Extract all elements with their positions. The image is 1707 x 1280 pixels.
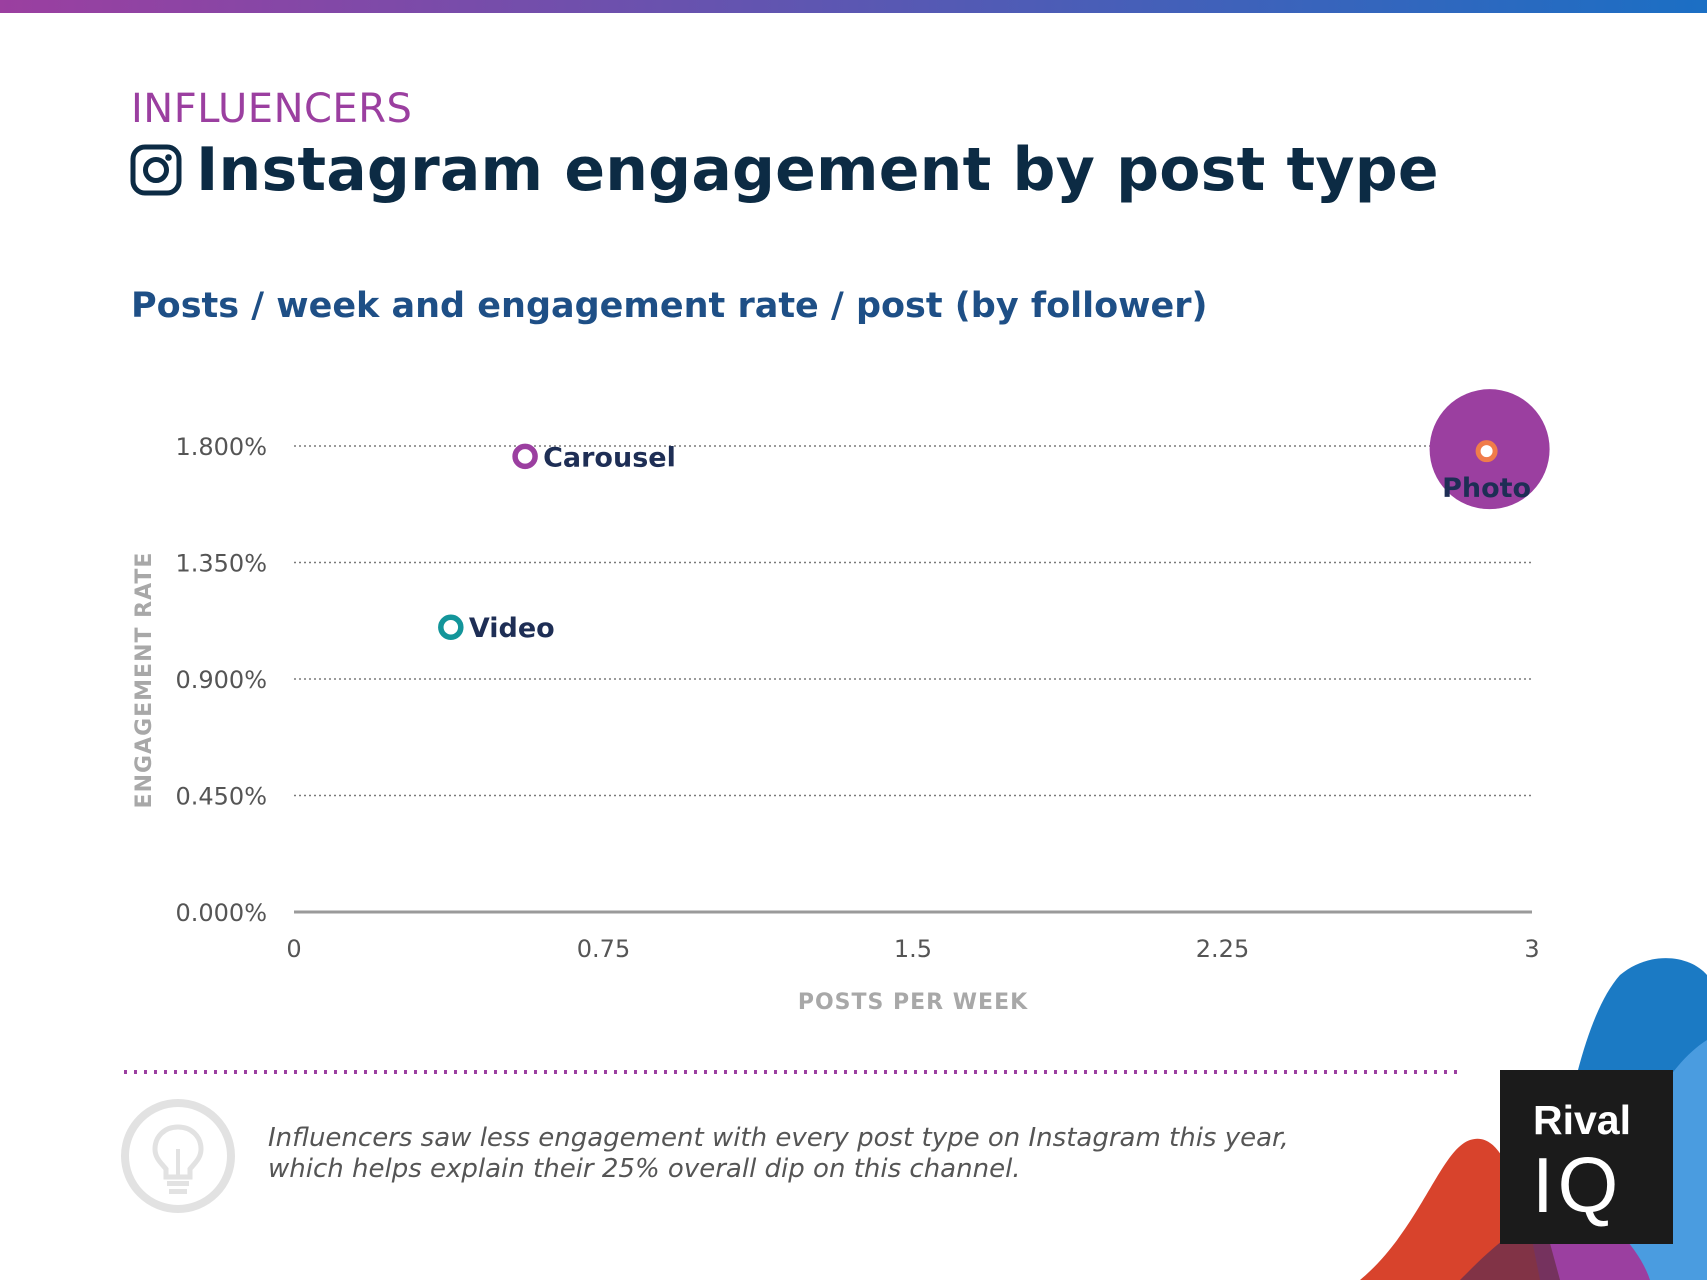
point-label: Carousel <box>543 442 676 473</box>
point-video: Video <box>438 613 555 644</box>
point-label: Photo <box>1442 473 1531 504</box>
y-axis-label: ENGAGEMENT RATE <box>132 552 157 809</box>
point-carousel: Carousel <box>512 442 676 473</box>
title-row: Instagram engagement by post type <box>130 135 1439 205</box>
x-tick-label: 3 <box>1524 935 1539 963</box>
x-axis-label: POSTS PER WEEK <box>798 990 1028 1015</box>
x-tick-label: 0.75 <box>577 935 630 963</box>
y-tick-label: 0.900% <box>175 666 267 694</box>
y-tick-label: 0.000% <box>175 899 267 927</box>
y-tick-label: 1.350% <box>175 550 267 578</box>
point-layer: Carousel Video Photo <box>438 389 1550 644</box>
tick-layer: 0.000% 0.450% 0.900% 1.350% 1.800% 0 0.75 1.5 2.… <box>175 433 1539 963</box>
point-label: Video <box>469 613 555 644</box>
category-label: INFLUENCERS <box>131 86 413 132</box>
y-tick-label: 0.450% <box>175 783 267 811</box>
rival-iq-logo: Rival IQ <box>1500 1070 1673 1244</box>
marker-photo <box>1475 440 1498 463</box>
marker-carousel <box>512 443 538 470</box>
grid-layer <box>294 445 1532 914</box>
chart-subtitle: Posts / week and engagement rate / post … <box>131 286 1208 326</box>
x-tick-label: 1.5 <box>894 935 932 963</box>
top-gradient-bar <box>0 0 1707 13</box>
scatter-chart: 0.000% 0.450% 0.900% 1.350% 1.800% 0 0.75 1.5 2.… <box>132 389 1550 1015</box>
page-title: Instagram engagement by post type <box>196 135 1439 205</box>
logo-word-rival: Rival <box>1533 1097 1631 1143</box>
logo-word-iq: IQ <box>1532 1141 1623 1229</box>
point-photo: Photo <box>1429 389 1550 510</box>
x-tick-label: 0 <box>286 935 301 963</box>
instagram-icon <box>130 144 182 196</box>
marker-video <box>438 614 464 640</box>
insight-text: Influencers saw less engagement with eve… <box>268 1123 1289 1184</box>
x-tick-label: 2.25 <box>1196 935 1249 963</box>
lightbulb-icon <box>121 1099 235 1213</box>
y-tick-label: 1.800% <box>175 433 267 461</box>
